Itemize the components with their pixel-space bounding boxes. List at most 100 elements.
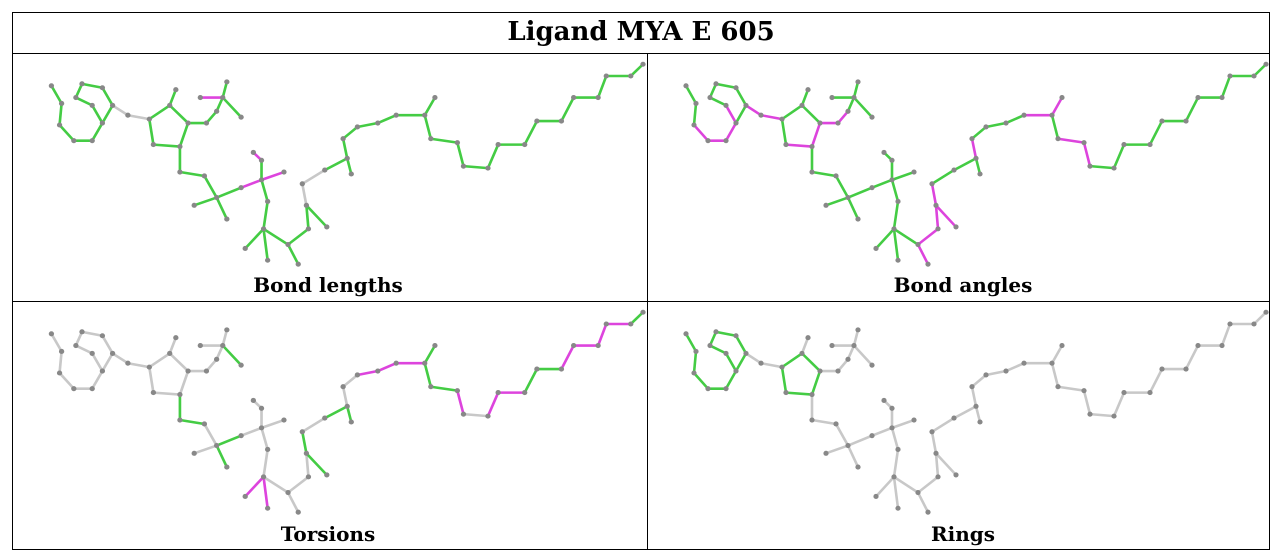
atom [324,472,330,478]
atom [485,413,491,419]
bond [58,123,76,142]
bond [824,444,850,455]
atom [809,169,815,175]
atom [855,216,861,222]
atom [758,112,764,118]
bond [462,412,490,418]
atom [534,366,540,372]
bond [1184,96,1200,123]
bond [1056,385,1086,392]
atom [109,102,116,108]
atom [570,95,577,101]
panel-bond-angles [683,61,1269,267]
atom [260,474,267,480]
bond [734,86,748,107]
atom [640,61,646,67]
atom [125,360,131,366]
bond [168,352,190,373]
atom [73,95,79,101]
atom [125,112,131,118]
bond [260,418,286,430]
atom [933,202,939,208]
bond [744,104,763,117]
atom [783,142,789,148]
bond [192,444,218,455]
bond [852,96,874,119]
atom [220,95,226,101]
atom [99,120,106,126]
atom [969,384,975,390]
atom [109,350,116,356]
atom [707,95,713,101]
atom [805,87,811,93]
caption-bond-angles: Bond angles [893,273,1033,297]
bond [930,168,956,186]
bond [152,391,182,396]
atom [1055,136,1061,142]
atom [1219,95,1225,101]
atom [348,171,354,177]
atom [783,390,789,396]
atom [99,333,106,339]
atom [71,138,77,144]
atom [258,405,265,411]
atom [895,257,901,263]
atom [933,450,939,456]
atom [805,335,811,341]
atom [855,464,861,470]
atom [829,343,835,349]
bond [708,96,728,107]
bond [930,430,938,455]
bond [930,416,956,434]
bond [892,227,900,262]
bond [215,434,243,447]
panel-rings [683,309,1269,515]
bond [952,157,978,172]
bond [152,143,182,148]
bond [423,113,433,140]
bond [90,121,104,142]
atom [281,417,287,423]
atom [258,157,265,163]
bond [126,113,151,121]
atom [835,368,841,374]
bond [984,121,1008,129]
atom [432,343,438,349]
atom [1059,95,1065,101]
atom [375,368,381,374]
bond [890,170,916,182]
bond [376,361,398,373]
bond [724,104,738,125]
bond [80,82,104,90]
atom [851,343,857,349]
bond [759,361,784,369]
bond [168,104,190,125]
atom [79,329,85,335]
atom [570,343,577,349]
bond [323,157,349,172]
bond [341,125,359,140]
bond [1004,113,1026,125]
atom [299,181,305,187]
atom [705,386,711,392]
atom [344,155,350,161]
bond [192,196,218,207]
bond [684,332,698,353]
atom [1111,165,1117,171]
atom [89,350,95,356]
atom [167,102,173,108]
atom [201,173,208,179]
atom [393,360,399,366]
atom [238,114,244,120]
atom [197,343,203,349]
bond [780,352,804,369]
bond [101,104,114,125]
atom [422,360,428,366]
atom [1195,343,1201,349]
atom [1081,388,1087,394]
atom [428,136,434,142]
bond [523,367,539,394]
bond [970,385,978,408]
bond [692,371,710,390]
bond [178,369,190,396]
